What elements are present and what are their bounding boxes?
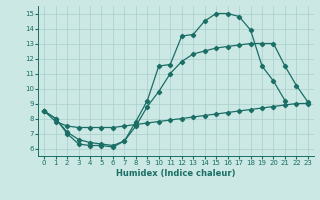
- X-axis label: Humidex (Indice chaleur): Humidex (Indice chaleur): [116, 169, 236, 178]
